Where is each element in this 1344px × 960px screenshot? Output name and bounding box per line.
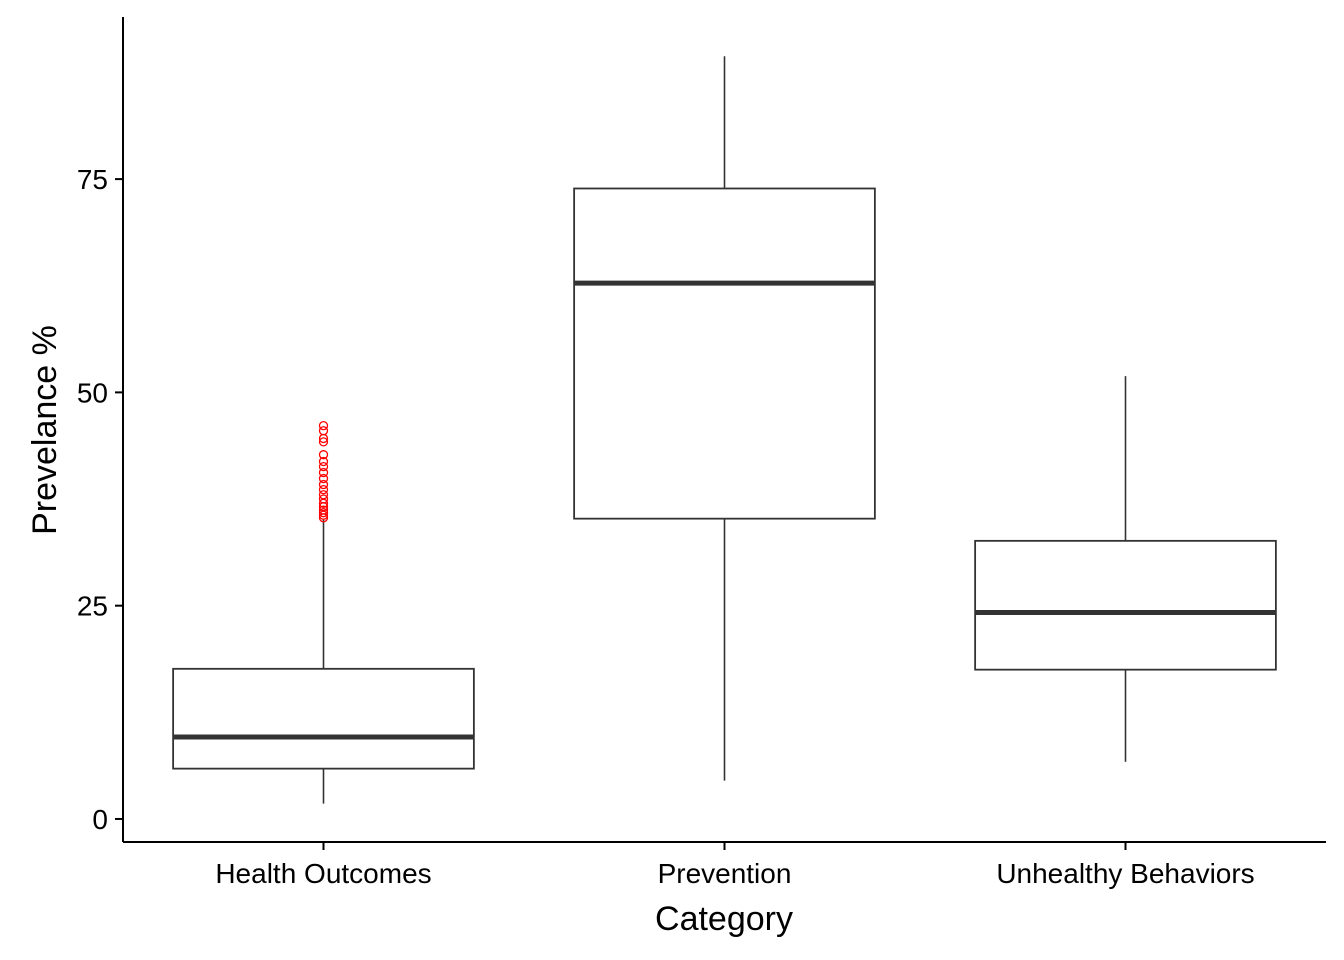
y-tick-label: 25 bbox=[77, 591, 108, 622]
x-tick-label: Health Outcomes bbox=[215, 858, 431, 889]
outlier-point bbox=[318, 450, 329, 460]
y-tick-label: 75 bbox=[77, 164, 108, 195]
outlier-point bbox=[318, 494, 329, 504]
x-tick-label: Prevention bbox=[658, 858, 792, 889]
outlier-point bbox=[318, 508, 329, 518]
box-iqr bbox=[172, 667, 475, 770]
y-axis: 0 25 50 75 bbox=[77, 17, 124, 842]
outlier-point bbox=[318, 473, 329, 484]
x-tick-label: Unhealthy Behaviors bbox=[996, 858, 1254, 889]
outlier-point bbox=[318, 456, 329, 467]
y-tick-label: 0 bbox=[92, 804, 108, 835]
box-group bbox=[172, 421, 475, 804]
outlier-point bbox=[318, 437, 329, 447]
outlier-point bbox=[318, 467, 329, 478]
outlier-point bbox=[318, 490, 329, 500]
outlier-point bbox=[318, 426, 329, 436]
outlier-point bbox=[318, 505, 329, 515]
outlier-point bbox=[318, 461, 329, 472]
y-axis-title: Prevelance % bbox=[26, 325, 64, 535]
x-axis-title: Category bbox=[655, 900, 793, 938]
outlier-point bbox=[318, 479, 329, 490]
boxes bbox=[172, 56, 1277, 804]
x-axis: Health Outcomes Prevention Unhealthy Behav… bbox=[123, 841, 1326, 889]
box-iqr bbox=[573, 187, 876, 520]
y-tick-label: 50 bbox=[77, 377, 108, 408]
outlier-point bbox=[318, 421, 329, 431]
box-iqr bbox=[974, 539, 1277, 671]
box-group bbox=[573, 56, 876, 781]
outlier-point bbox=[318, 484, 329, 495]
box-group bbox=[974, 376, 1277, 762]
